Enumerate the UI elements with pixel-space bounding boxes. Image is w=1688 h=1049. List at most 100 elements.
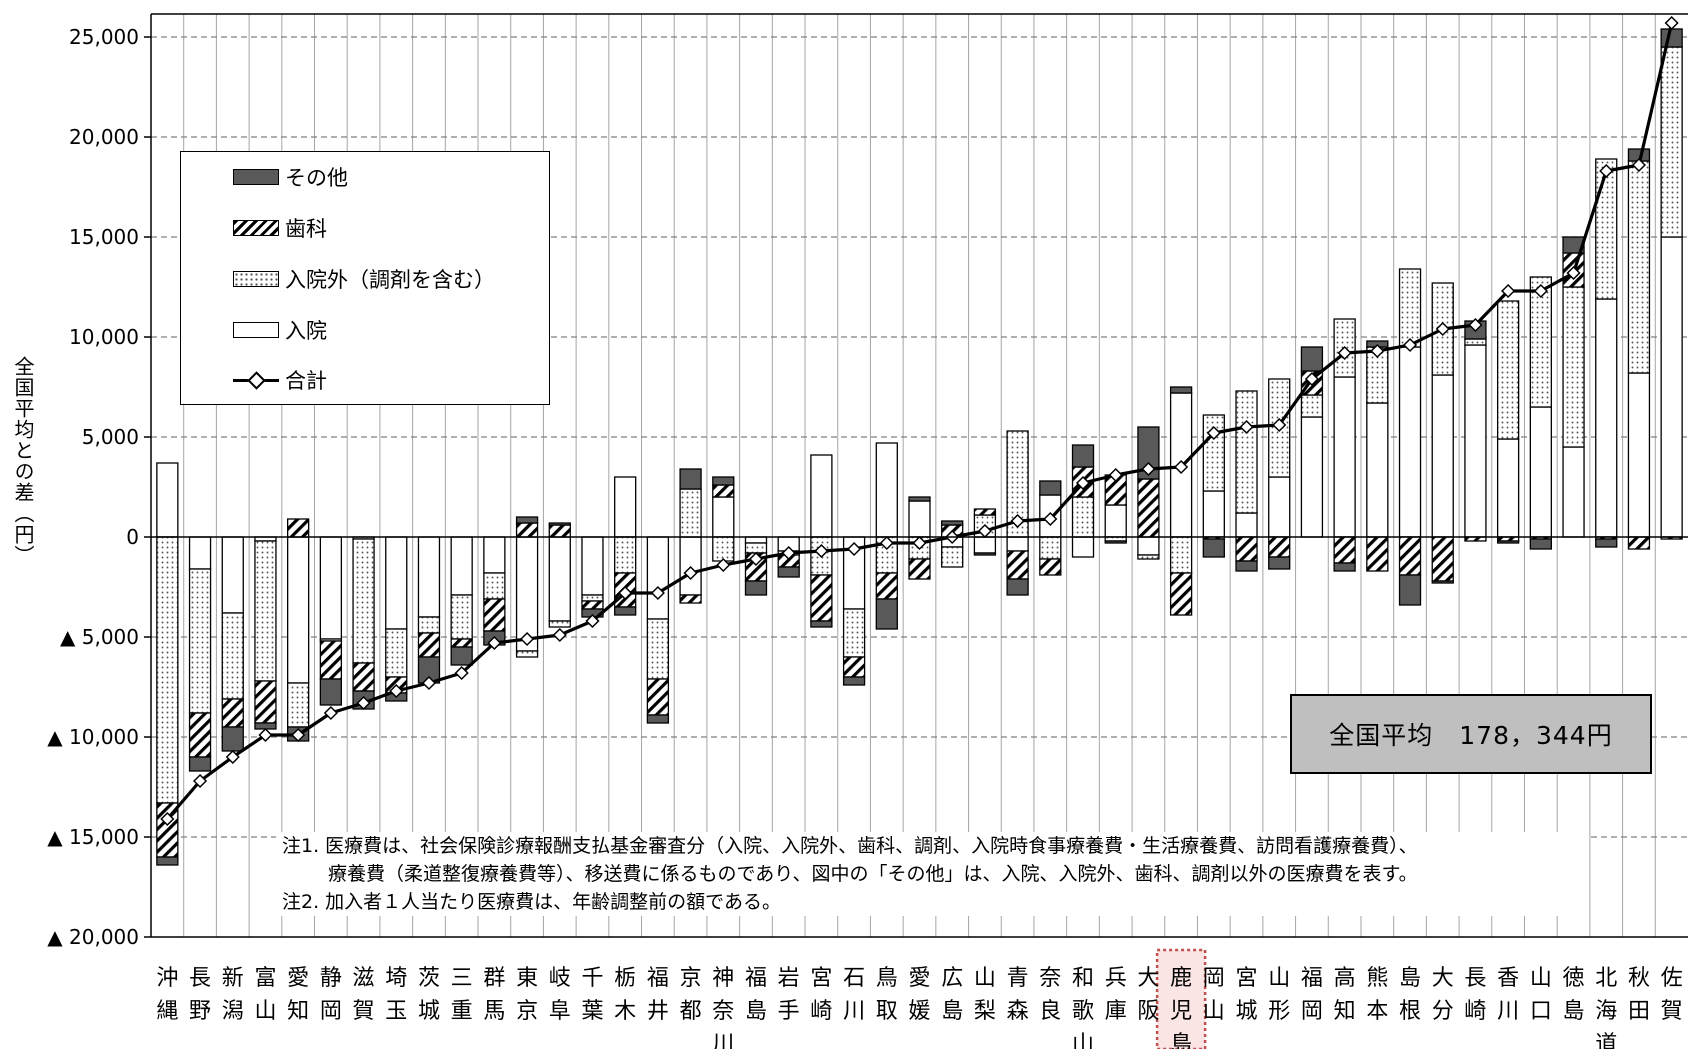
x-tick-label: 栃木 (614, 966, 636, 1024)
bar-outpatient (1235, 390, 1258, 514)
legend-item-total: 合計 (233, 365, 327, 395)
bar-inpatient (908, 500, 931, 538)
y-tick-label: ▲ 15,000 (47, 825, 139, 849)
total-point (552, 627, 567, 643)
bar-other (777, 566, 800, 578)
legend-swatch-total (233, 372, 279, 388)
bar-outpatient (744, 542, 768, 554)
total-point (1599, 163, 1614, 179)
bar-inpatient (1071, 536, 1095, 558)
y-tick-label: 15,000 (69, 225, 139, 249)
bar-other (1300, 346, 1324, 372)
bar-other (1006, 578, 1029, 596)
bar-other (1529, 538, 1552, 550)
legend-swatch-outpatient (233, 271, 279, 287)
bar-inpatient (1300, 416, 1324, 538)
bar-inpatient (810, 454, 833, 538)
bar-dental (1366, 536, 1389, 572)
note-2: 注2. 加入者１人当たり医療費は、年齢調整前の額である。 (282, 891, 781, 913)
x-tick-label: 滋賀 (353, 966, 375, 1024)
bar-inpatient (287, 536, 310, 684)
bar-inpatient (417, 536, 441, 618)
bar-outpatient (1398, 268, 1422, 348)
bar-other (1071, 444, 1095, 468)
x-tick-label: 広島 (941, 966, 963, 1024)
total-point (1664, 15, 1679, 31)
x-tick-label: 石川 (843, 966, 865, 1024)
x-tick-label: 岐阜 (549, 966, 571, 1024)
total-point (1239, 419, 1254, 435)
bar-dental (352, 662, 375, 692)
x-tick-label: 千葉 (581, 966, 603, 1024)
total-point (1043, 511, 1058, 527)
bar-inpatient (1398, 346, 1422, 538)
bar-outpatient (1039, 536, 1062, 560)
bar-dental (908, 558, 931, 580)
bar-inpatient (614, 476, 637, 538)
total-point (192, 773, 208, 789)
total-point (160, 811, 175, 827)
bar-dental (1431, 536, 1454, 582)
total-point (1468, 317, 1483, 333)
bar-outpatient (941, 546, 964, 568)
total-point (291, 727, 306, 743)
bar-dental (1169, 572, 1193, 616)
y-tick-label: 5,000 (82, 425, 139, 449)
total-point (1370, 343, 1385, 359)
x-tick-label: 香川 (1497, 966, 1519, 1024)
x-tick-label: 奈良 (1039, 966, 1061, 1024)
bar-dental (1268, 536, 1291, 558)
bar-dental (973, 508, 997, 516)
bar-inpatient (1464, 344, 1487, 538)
x-tick-label: 岩手 (778, 966, 800, 1024)
bar-dental (1333, 536, 1356, 564)
bar-outpatient (548, 620, 571, 628)
bar-other (450, 646, 473, 666)
total-point (716, 557, 731, 573)
bar-dental (646, 678, 670, 716)
bar-inpatient (646, 536, 670, 620)
total-point (1304, 371, 1319, 387)
total-point (454, 665, 469, 681)
bar-inpatient (1562, 446, 1585, 538)
total-point (814, 543, 829, 559)
total-point (1337, 345, 1352, 361)
bar-other (1169, 386, 1193, 394)
total-point (1075, 475, 1091, 491)
bar-inpatient (1595, 298, 1618, 538)
legend-swatch-inpatient (233, 322, 279, 338)
bar-outpatient (1300, 394, 1324, 418)
total-point (748, 551, 764, 567)
x-tick-label: 埼玉 (385, 966, 407, 1024)
y-tick-label: 20,000 (69, 125, 139, 149)
bar-inpatient (1235, 512, 1258, 538)
total-point (1533, 283, 1548, 299)
total-point (258, 727, 273, 743)
x-tick-label: 大分 (1432, 966, 1454, 1024)
total-point (323, 705, 338, 721)
bar-outpatient (254, 540, 277, 682)
bar-dental (1235, 536, 1258, 562)
bar-other (1039, 480, 1062, 496)
legend-item-outpatient: 入院外（調剤を含む） (233, 264, 495, 294)
bar-dental (450, 638, 473, 648)
bar-dental (254, 680, 277, 724)
x-tick-label: 北海道 (1595, 966, 1617, 1049)
total-point (356, 695, 371, 711)
bar-inpatient (1627, 372, 1651, 538)
bar-outpatient (712, 536, 735, 562)
bar-inpatient (319, 536, 343, 640)
bar-other (319, 678, 343, 706)
bar-other (842, 676, 866, 686)
bar-dental (842, 656, 866, 678)
total-point (520, 631, 535, 647)
legend: その他 歯科 入院外（調剤を含む） 入院 合計 (180, 151, 550, 405)
bar-other (1398, 574, 1422, 606)
x-tick-label: 福井 (647, 966, 669, 1024)
y-tick-label: ▲ 20,000 (47, 925, 139, 949)
bar-dental (875, 572, 898, 600)
bar-dental (581, 600, 604, 610)
total-point (781, 545, 796, 561)
x-tick-label: 山形 (1268, 966, 1290, 1024)
x-tick-label: 熊本 (1366, 966, 1388, 1024)
